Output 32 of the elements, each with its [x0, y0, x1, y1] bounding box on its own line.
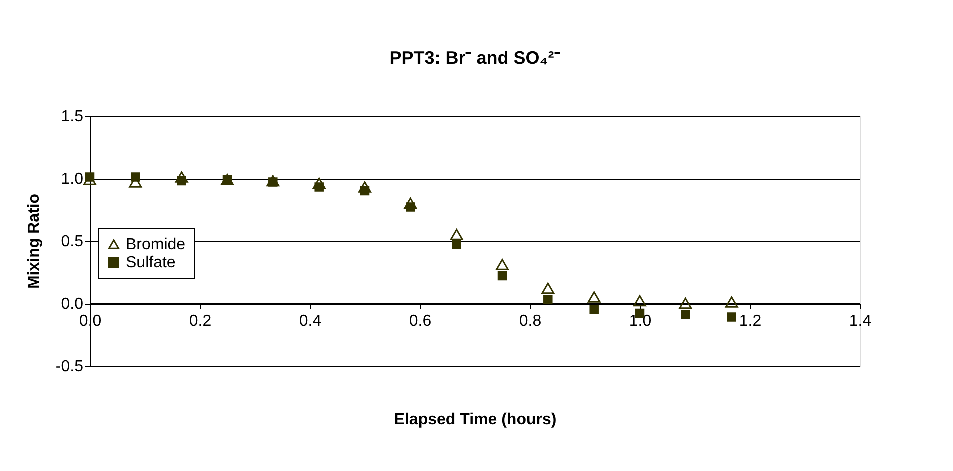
point: [312, 178, 326, 190]
x-axis-title: Elapsed Time (hours): [394, 412, 557, 428]
legend-label: Sulfate: [126, 254, 176, 272]
point: [498, 271, 508, 281]
point: [588, 292, 601, 303]
y-tick-label: 0.0: [61, 296, 84, 313]
point: [542, 282, 555, 294]
point: [681, 310, 690, 320]
point: [450, 229, 464, 240]
x-tick-label: 0.6: [409, 313, 432, 330]
legend-label: Bromide: [126, 236, 186, 254]
point: [725, 296, 738, 308]
x-tick-label: 0.8: [519, 313, 542, 330]
x-tick-label: 0.2: [189, 313, 212, 330]
point: [544, 295, 553, 304]
chart-title: PPT3: Br⁻ and SO₄²⁻: [390, 48, 560, 68]
y-axis-title: Mixing Ratio: [26, 194, 43, 290]
x-tick-label: 1.2: [739, 313, 762, 330]
x-tick-label: 1.0: [629, 313, 652, 330]
y-tick-label: -0.5: [56, 358, 84, 376]
point: [590, 305, 599, 314]
y-tick-label: 0.5: [61, 234, 84, 250]
x-tick-label: 1.4: [849, 313, 872, 330]
point: [452, 240, 462, 250]
x-tick-label: 0.4: [299, 313, 322, 330]
point: [496, 259, 509, 270]
y-tick-label: 1.0: [61, 171, 84, 188]
point: [727, 312, 736, 322]
point: [404, 198, 418, 210]
y-tick-label: 1.5: [61, 108, 84, 126]
point: [679, 298, 692, 310]
point: [634, 295, 646, 307]
